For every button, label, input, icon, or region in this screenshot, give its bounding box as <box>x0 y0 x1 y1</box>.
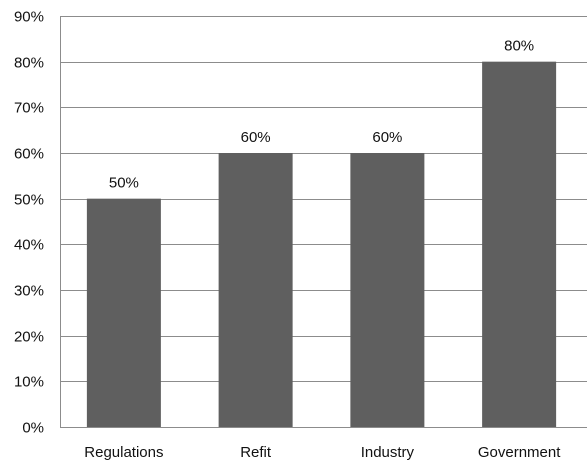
data-label-industry: 60% <box>372 129 402 146</box>
y-tick-label: 40% <box>14 237 44 254</box>
y-tick-label: 80% <box>14 55 44 72</box>
data-labels: 50% 60% 60% 80% <box>109 38 534 192</box>
y-tick-label: 90% <box>14 9 44 26</box>
bar-government <box>482 61 557 428</box>
y-tick-label: 20% <box>14 329 44 346</box>
bar-refit <box>218 153 293 427</box>
y-tick-label: 60% <box>14 146 44 163</box>
data-label-regulations: 50% <box>109 175 139 192</box>
x-axis-categories: Regulations Refit Industry Government <box>84 444 561 461</box>
y-tick-label: 70% <box>14 100 44 117</box>
data-label-government: 80% <box>504 38 534 55</box>
bar-industry <box>350 153 425 427</box>
data-label-refit: 60% <box>241 129 271 146</box>
y-axis-ticks: 0% 10% 20% 30% 40% 50% 60% 70% 80% 90% <box>14 9 44 437</box>
y-tick-label: 10% <box>14 374 44 391</box>
y-tick-label: 30% <box>14 283 44 300</box>
bar-regulations <box>86 198 161 427</box>
category-label-regulations: Regulations <box>84 444 163 461</box>
y-tick-label: 50% <box>14 192 44 209</box>
y-tick-label: 0% <box>22 420 44 437</box>
bars <box>86 61 557 428</box>
category-label-government: Government <box>478 444 561 461</box>
category-label-industry: Industry <box>361 444 415 461</box>
category-label-refit: Refit <box>240 444 272 461</box>
